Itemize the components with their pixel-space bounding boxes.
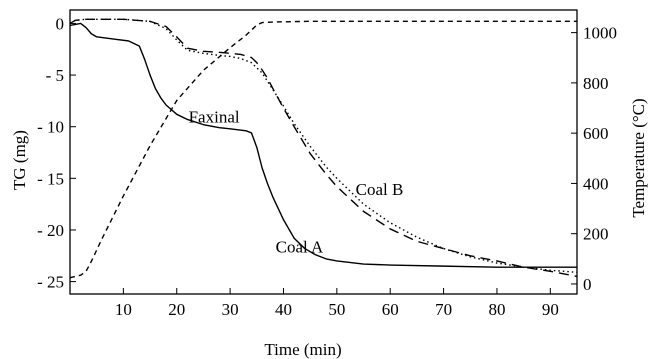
x-tick-label: 20 [168, 300, 185, 319]
series-faxinal-line [69, 18, 578, 278]
x-tick-label: 40 [275, 300, 292, 319]
left-y-axis-title: TG (mg) [10, 130, 29, 190]
right-y-tick-label: 1000 [583, 24, 617, 43]
x-tick-label: 80 [488, 300, 505, 319]
right-y-tick-label: 600 [583, 124, 609, 143]
series-temperature-line [69, 20, 577, 279]
right-y-tick-label: 400 [583, 174, 609, 193]
left-y-axis-ticks: 0 - 5 - 10 - 15 - 20 - 25 [37, 14, 76, 292]
right-y-tick-label: 0 [583, 275, 592, 294]
series-coal-a-line [69, 22, 577, 268]
left-y-tick-label: - 10 [37, 118, 64, 137]
left-y-tick-label: - 15 [37, 169, 64, 188]
series-annotation: Faxinal [189, 108, 240, 127]
x-axis-title: Time (min) [264, 340, 341, 359]
plot-frame [69, 9, 578, 295]
left-y-tick-label: 0 [56, 14, 65, 33]
x-tick-label: 10 [115, 300, 132, 319]
series-layer [69, 18, 578, 279]
x-tick-label: 90 [542, 300, 559, 319]
right-y-axis-ticks: 0 200 400 600 800 1000 [571, 24, 617, 294]
plot-border [69, 9, 578, 295]
series-coal-b-line [69, 18, 578, 274]
series-annotation: Coal B [356, 180, 404, 199]
right-y-axis-title: Temperature (°C) [629, 98, 648, 217]
series-annotation: Coal A [276, 238, 324, 257]
right-y-tick-label: 800 [583, 74, 609, 93]
right-y-tick-label: 200 [583, 225, 609, 244]
left-y-tick-label: - 5 [46, 66, 64, 85]
x-tick-label: 50 [328, 300, 345, 319]
x-tick-label: 60 [382, 300, 399, 319]
left-y-tick-label: - 20 [37, 221, 64, 240]
x-tick-label: 70 [435, 300, 452, 319]
x-axis-ticks: 10 20 30 40 50 60 70 80 90 [115, 288, 559, 319]
annotation-layer: Faxinal Coal B Coal A [189, 108, 404, 257]
left-y-tick-label: - 25 [37, 273, 64, 292]
x-tick-label: 30 [222, 300, 239, 319]
